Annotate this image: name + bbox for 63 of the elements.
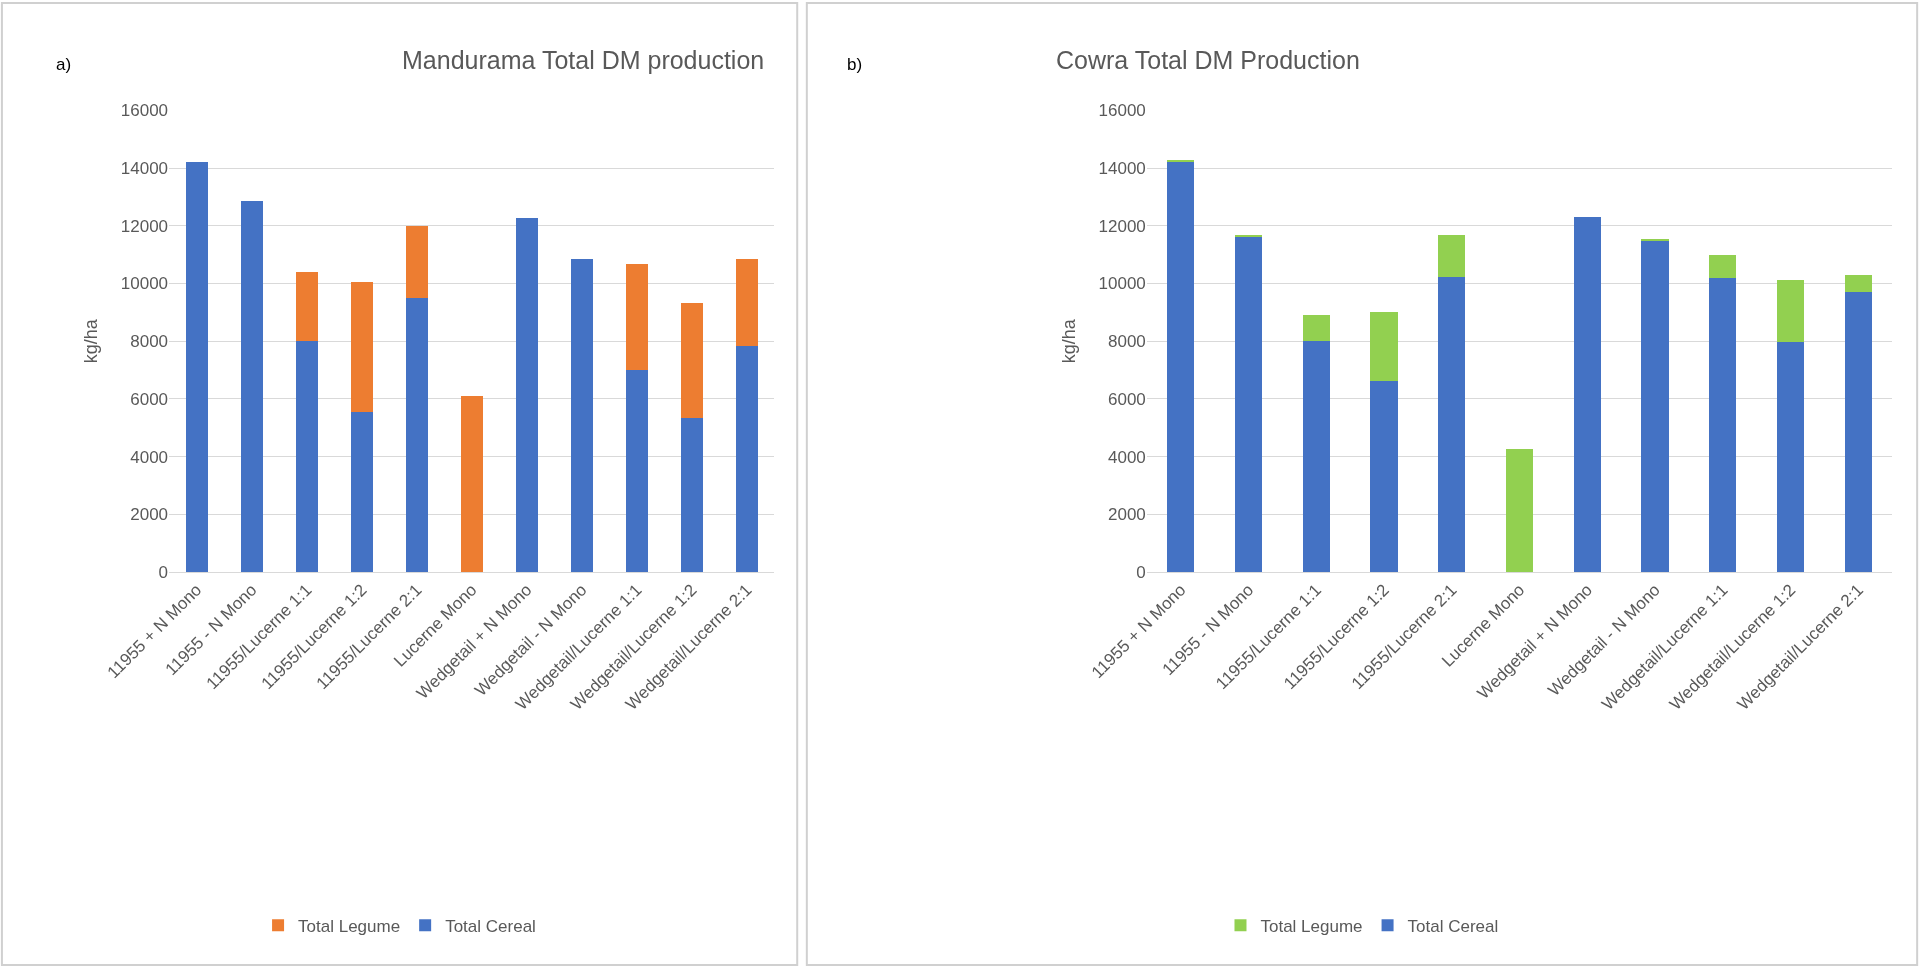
bar <box>1844 292 1872 573</box>
bar <box>570 258 593 573</box>
y-tick-label: 8000 <box>1108 332 1146 352</box>
legend-label: Total Legume <box>298 916 401 936</box>
y-tick-label: 14000 <box>120 159 169 179</box>
bar <box>1573 217 1601 573</box>
bar <box>405 297 428 573</box>
text: a) <box>56 55 72 74</box>
y-tick-label: 6000 <box>1108 389 1146 409</box>
y-tick-label: 12000 <box>120 216 169 236</box>
bar <box>1709 278 1737 573</box>
bar <box>680 417 703 573</box>
bar <box>405 226 428 298</box>
y-axis-title: kg/ha <box>80 318 101 364</box>
bar <box>460 396 483 573</box>
bar <box>680 303 703 418</box>
y-tick-label: 10000 <box>120 274 169 294</box>
y-tick-label: 4000 <box>1108 447 1146 467</box>
y-axis-title: kg/ha <box>1058 318 1079 364</box>
bar <box>1234 237 1263 573</box>
bar <box>1777 279 1805 342</box>
bar <box>625 263 648 371</box>
bar <box>1370 381 1398 573</box>
y-tick-label: 2000 <box>130 505 169 525</box>
bar <box>1302 341 1330 573</box>
y-tick-label: 16000 <box>1098 101 1146 121</box>
y-tick-label: 2000 <box>1108 505 1146 525</box>
text: b) <box>847 55 863 74</box>
y-tick-label: 16000 <box>120 101 169 121</box>
bar <box>1438 235 1466 278</box>
y-tick-label: 8000 <box>130 332 169 352</box>
bar <box>515 217 538 573</box>
y-tick-label: 6000 <box>130 389 169 409</box>
bar <box>735 258 758 346</box>
bar <box>295 341 318 573</box>
chart-title: Mandurama Total DM production <box>402 46 765 74</box>
legend-label: Total Legume <box>1260 916 1363 936</box>
y-tick-label: 4000 <box>130 447 169 467</box>
bar <box>185 162 208 573</box>
legend-label: Total Cereal <box>445 916 536 936</box>
bar <box>1370 311 1398 382</box>
bar <box>625 370 648 573</box>
bar <box>240 200 263 573</box>
bar <box>295 271 318 342</box>
y-tick-label: 0 <box>158 563 169 583</box>
y-tick-label: 12000 <box>1098 216 1146 236</box>
bar <box>1302 314 1330 342</box>
bar <box>1641 239 1669 242</box>
y-tick-label: 14000 <box>1098 159 1146 179</box>
y-tick-label: 10000 <box>1098 274 1146 294</box>
chart-title: Cowra Total DM Production <box>1056 46 1360 74</box>
legend-label: Total Cereal <box>1407 916 1499 936</box>
bar <box>1777 341 1805 573</box>
bar <box>350 282 373 412</box>
bar <box>350 411 373 573</box>
bar <box>735 345 758 573</box>
y-tick-label: 0 <box>1136 563 1146 583</box>
bar <box>1641 240 1669 573</box>
bar <box>1709 254 1737 279</box>
bar <box>1438 277 1466 573</box>
bar <box>1505 449 1534 573</box>
bar <box>1167 161 1195 573</box>
bar <box>1844 275 1872 293</box>
